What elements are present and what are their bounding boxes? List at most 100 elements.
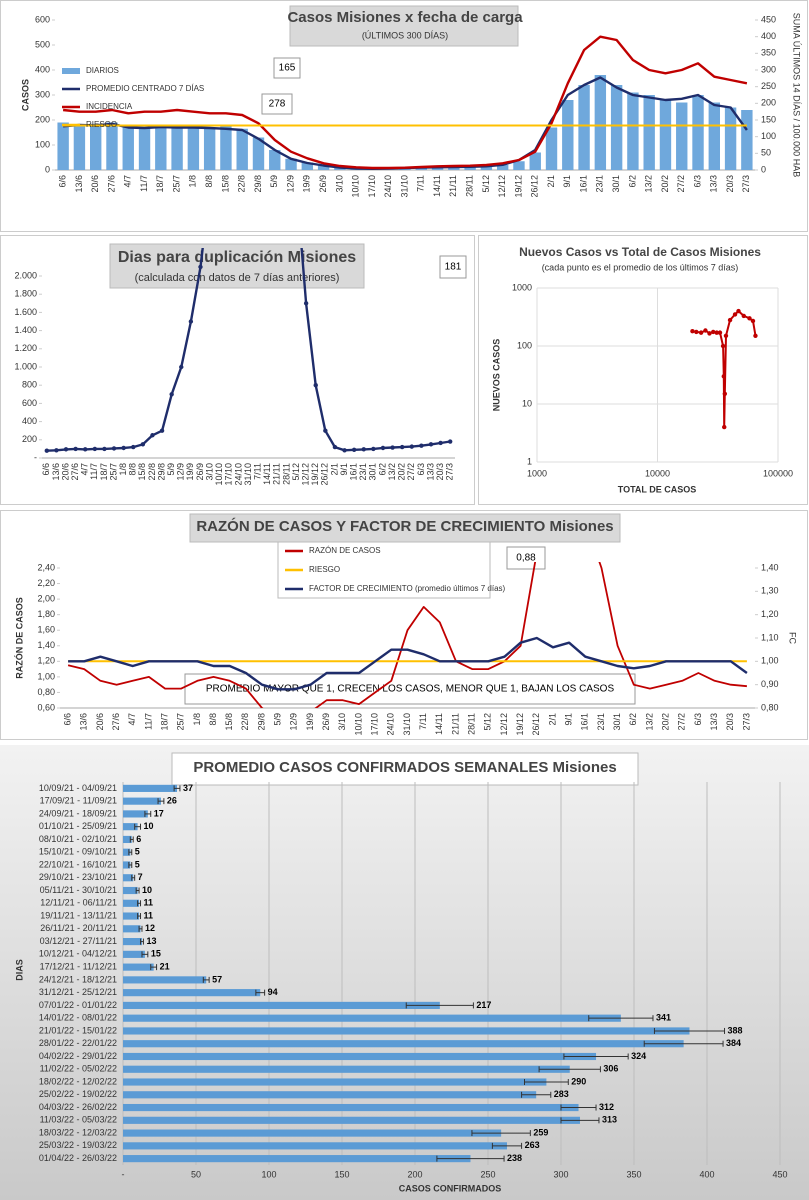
- bar: [57, 122, 69, 170]
- bar: [464, 166, 476, 170]
- x-tick-label: 6/3: [692, 175, 702, 188]
- x-tick-label: 24/10: [383, 175, 393, 198]
- title-box: [189, 513, 621, 543]
- bar: [123, 912, 140, 920]
- bar: [123, 976, 207, 984]
- x-tick-label: 19/12: [515, 713, 525, 736]
- bar: [155, 125, 167, 170]
- x-tick-label: 17/10: [367, 175, 377, 198]
- y-tick-label: 29/10/21 - 23/10/21: [39, 872, 117, 882]
- bar: [545, 127, 558, 170]
- bar: [692, 95, 704, 170]
- x-tick-label: 11/7: [143, 713, 153, 730]
- data-label: 283: [554, 1089, 569, 1099]
- x-tick-label: 13/2: [387, 463, 397, 481]
- y-tick-label: 01/04/22 - 26/03/22: [39, 1153, 117, 1163]
- point: [361, 447, 366, 452]
- y-axis-title: RAZÓN DE CASOS: [13, 597, 24, 679]
- bar: [659, 100, 672, 170]
- x-tick-label: 20/2: [397, 463, 407, 481]
- legend-label: PROMEDIO CENTRADO 7 DÍAS: [86, 84, 204, 93]
- point: [140, 442, 146, 447]
- x-tick-label: 150: [334, 1169, 349, 1179]
- x-tick-label: 29/8: [156, 463, 166, 481]
- point: [179, 364, 184, 370]
- chart-title: PROMEDIO CASOS CONFIRMADOS SEMANALES Mis…: [193, 759, 616, 776]
- bar: [431, 167, 444, 170]
- y-tick-label: 2,20: [37, 578, 55, 588]
- chart-subtitle: (cada punto es el promedio de los último…: [542, 262, 739, 272]
- point: [409, 444, 414, 449]
- x-tick-label: 27/3: [445, 463, 455, 481]
- annotation: PROMEDIO MAYOR QUE 1, CRECEN LOS CASOS, …: [206, 684, 615, 695]
- point: [44, 448, 50, 453]
- x-tick-label: 20/3: [725, 713, 735, 731]
- panel: [0, 510, 808, 740]
- x-tick-label: 50: [191, 1169, 201, 1179]
- x-tick-label: 16/1: [349, 463, 359, 481]
- x-tick-label: 24/10: [233, 463, 243, 486]
- annotation: 165: [279, 63, 296, 74]
- data-label: 11: [144, 910, 154, 920]
- x-tick-label: 26/12: [531, 713, 541, 736]
- bar: [724, 107, 737, 170]
- y-tick-label: 18/03/22 - 12/03/22: [39, 1127, 117, 1137]
- y-tick-label: 200: [22, 434, 37, 444]
- y-tick-label: 05/11/21 - 30/10/21: [40, 885, 117, 895]
- y-tick-label: 600: [35, 14, 50, 24]
- x-tick-label: 27/6: [111, 713, 121, 731]
- x-tick-label: 22/8: [240, 713, 250, 731]
- y-tick-label: 21/01/22 - 15/01/22: [39, 1025, 117, 1035]
- point: [722, 391, 728, 396]
- x-tick-label: 23/1: [358, 463, 368, 481]
- y2-tick-label: 50: [761, 148, 771, 158]
- bar: [123, 1142, 507, 1150]
- x-tick-label: 6/2: [627, 175, 637, 188]
- x-tick-label: 19/9: [305, 713, 315, 731]
- x-tick-label: 2/1: [329, 463, 339, 476]
- point: [380, 445, 386, 451]
- x-axis-title: CASOS CONFIRMADOS: [399, 1183, 502, 1193]
- x-tick-label: 6/6: [58, 175, 68, 188]
- point: [92, 446, 98, 452]
- point: [707, 331, 712, 336]
- point: [303, 301, 309, 306]
- bar: [123, 1065, 570, 1073]
- x-tick-label: -: [122, 1169, 125, 1179]
- y2-tick-label: 100: [761, 131, 776, 141]
- point: [150, 433, 155, 438]
- point: [690, 328, 695, 334]
- bar: [578, 85, 590, 170]
- y2-tick-label: 150: [761, 114, 776, 124]
- panel: [478, 235, 808, 505]
- y-tick-label: 28/01/22 - 22/01/22: [39, 1038, 117, 1048]
- bar: [643, 95, 655, 170]
- data-label: 37: [183, 783, 193, 793]
- point: [703, 328, 708, 333]
- y-tick-label: 07/01/22 - 01/01/22: [39, 1000, 117, 1010]
- y-tick-label: 0,80: [37, 687, 55, 697]
- x-tick-label: 10/10: [214, 463, 224, 486]
- bar: [269, 150, 281, 170]
- x-tick-label: 31/10: [399, 175, 409, 198]
- point: [342, 448, 347, 453]
- y-tick-label: 04/03/22 - 26/02/22: [39, 1102, 117, 1112]
- x-tick-label: 13/6: [74, 175, 84, 193]
- y-tick-label: 04/02/22 - 29/01/22: [39, 1051, 117, 1061]
- y-tick-label: 0,60: [37, 702, 55, 712]
- legend-label: FACTOR DE CRECIMIENTO (promedio últimos …: [309, 584, 506, 593]
- y2-tick-label: 450: [761, 14, 776, 24]
- data-label: 290: [571, 1076, 586, 1086]
- y-tick-label: 1: [527, 456, 532, 466]
- x-tick-label: 31/10: [243, 463, 253, 486]
- y-tick-label: 26/11/21 - 20/11/21: [40, 923, 117, 933]
- x-tick-label: 3/10: [334, 175, 344, 193]
- y2-tick-label: 400: [761, 31, 776, 41]
- x-tick-label: 10/10: [353, 713, 363, 736]
- annotation: 0,88: [516, 553, 536, 564]
- x-tick-label: 25/7: [108, 463, 118, 481]
- point: [720, 343, 726, 349]
- point: [741, 313, 746, 319]
- bar: [610, 85, 623, 170]
- bar: [562, 100, 574, 170]
